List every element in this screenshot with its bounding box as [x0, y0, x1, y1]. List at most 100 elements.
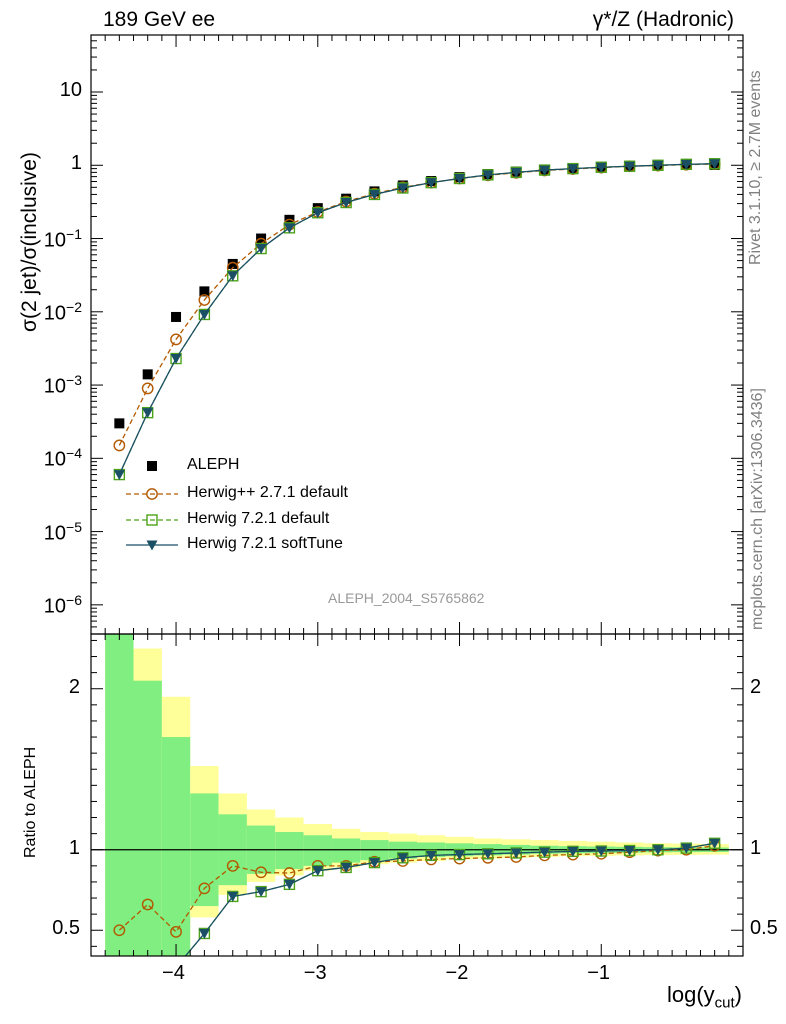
ratio-point-triangle	[454, 850, 466, 861]
band-green-bin	[133, 680, 162, 956]
legend-label: Herwig 7.2.1 softTune	[187, 535, 343, 552]
main-point-data	[227, 258, 238, 269]
main-y-tick-label: 10	[59, 79, 82, 101]
x-tick-label: −1	[587, 962, 611, 984]
main-line-circle	[118, 163, 715, 446]
ratio-y-tick-label-left: 2	[68, 675, 80, 698]
ratio-point-triangle	[114, 974, 125, 984]
x-tick-label: −4	[162, 962, 185, 984]
main-point-triangle	[425, 178, 437, 189]
process-qualifier: (Hadronic)	[630, 8, 734, 31]
ratio-y-tick-label-left: 0.5	[52, 917, 80, 940]
ratio-point-triangle	[227, 891, 239, 902]
main-point-triangle	[170, 354, 182, 365]
rivet-version-label: Rivet 3.1.10, ≥ 2.7M events	[747, 70, 764, 265]
main-point-circle	[113, 439, 126, 452]
ratio-point-triangle	[624, 846, 636, 857]
ratio-point-circle	[113, 924, 126, 937]
main-point-triangle	[255, 244, 267, 255]
main-y-tick-label: 10−1	[43, 225, 82, 252]
ratio-y-tick-label-right: 1	[750, 836, 762, 859]
ratio-point-triangle	[652, 845, 664, 856]
main-point-triangle	[283, 223, 295, 234]
ratio-y-tick-label-right: 2	[750, 675, 762, 698]
main-point-triangle	[510, 167, 522, 178]
main-line-triangle	[118, 163, 715, 475]
mcplots-reference-label: mcplots.cern.ch [arXiv:1306.3436]	[749, 388, 766, 630]
ratio-point-triangle	[312, 866, 324, 877]
ratio-point-circle	[283, 867, 296, 879]
main-point-data	[171, 311, 182, 322]
ratio-point-triangle	[680, 843, 692, 854]
ratio-point-circle	[255, 866, 267, 879]
legend-marker-circle	[146, 488, 158, 500]
header-left-label: 189 GeV ee	[103, 8, 216, 31]
legend-marker-data	[147, 461, 157, 471]
main-point-triangle	[368, 189, 380, 200]
ratio-point-triangle	[283, 879, 295, 890]
y-axis-title-ratio: Ratio to ALEPH	[22, 746, 39, 858]
ratio-y-tick-label-right: 0.5	[750, 917, 778, 940]
ratio-point-triangle	[340, 862, 352, 873]
main-point-triangle	[397, 183, 409, 194]
main-y-tick-label: 10−3	[43, 372, 82, 398]
x-axis-title-close: )	[734, 982, 742, 1007]
main-point-data	[199, 286, 210, 297]
legend-label: Herwig 7.2.1 default	[187, 510, 330, 527]
main-point-triangle	[652, 160, 664, 171]
main-point-triangle	[340, 198, 352, 209]
ratio-line-circle	[118, 845, 715, 933]
x-tick-label: −2	[445, 962, 469, 984]
main-point-triangle	[198, 309, 210, 320]
ratio-point-circle	[170, 925, 182, 938]
legend-marker-triangle	[146, 540, 158, 551]
main-point-triangle	[454, 173, 466, 184]
ratio-uncertainty-bands	[91, 634, 743, 956]
ratio-point-triangle	[142, 958, 153, 968]
main-point-triangle	[113, 470, 125, 481]
header-right-label: γ*/Z (Hadronic)	[593, 8, 734, 32]
ratio-point-triangle	[709, 838, 721, 849]
ratio-point-triangle	[510, 848, 522, 859]
band-green-bin	[105, 634, 134, 956]
band-green-bin	[275, 832, 304, 870]
process-label: γ*/Z	[592, 8, 631, 31]
legend-label: ALEPH	[187, 456, 240, 473]
ratio-y-tick-label-left: 1	[68, 836, 80, 859]
main-point-triangle	[142, 408, 154, 419]
main-y-tick-label: 10−6	[43, 591, 82, 618]
main-point-triangle	[482, 170, 494, 181]
ratio-point-square	[114, 974, 124, 984]
main-point-triangle	[539, 165, 551, 176]
x-axis-title-sub: cut	[714, 994, 735, 1012]
ratio-point-triangle	[425, 850, 437, 861]
main-y-tick-label: 1	[70, 152, 82, 175]
main-point-circle	[198, 294, 211, 306]
main-point-data	[142, 369, 153, 380]
ratio-point-triangle	[198, 928, 210, 939]
main-point-triangle	[227, 271, 239, 282]
main-point-triangle	[624, 161, 636, 172]
legend-marker-square	[146, 514, 158, 526]
main-point-triangle	[312, 208, 324, 219]
ratio-point-triangle	[255, 887, 267, 898]
main-point-triangle	[709, 159, 721, 170]
ratio-point-circle	[198, 882, 211, 895]
ratio-point-triangle	[482, 849, 494, 860]
ratio-point-triangle	[595, 846, 607, 857]
main-point-circle	[141, 382, 154, 395]
main-point-circle	[170, 333, 182, 346]
x-axis-title: log(ycut)	[667, 982, 742, 1011]
ratio-series-group	[113, 837, 721, 984]
ratio-point-square	[143, 957, 153, 967]
main-y-tick-label: 10−4	[43, 445, 82, 471]
y-axis-title-main: σ(2 jet)/σ(inclusive)	[18, 152, 41, 332]
main-y-tick-label: 10−2	[43, 298, 82, 325]
main-point-data	[114, 418, 125, 429]
ratio-point-triangle	[567, 846, 579, 857]
main-y-tick-label: 10−5	[43, 518, 82, 545]
main-point-triangle	[680, 159, 692, 170]
analysis-watermark: ALEPH_2004_S5765862	[328, 590, 485, 606]
ratio-point-triangle	[368, 858, 380, 869]
